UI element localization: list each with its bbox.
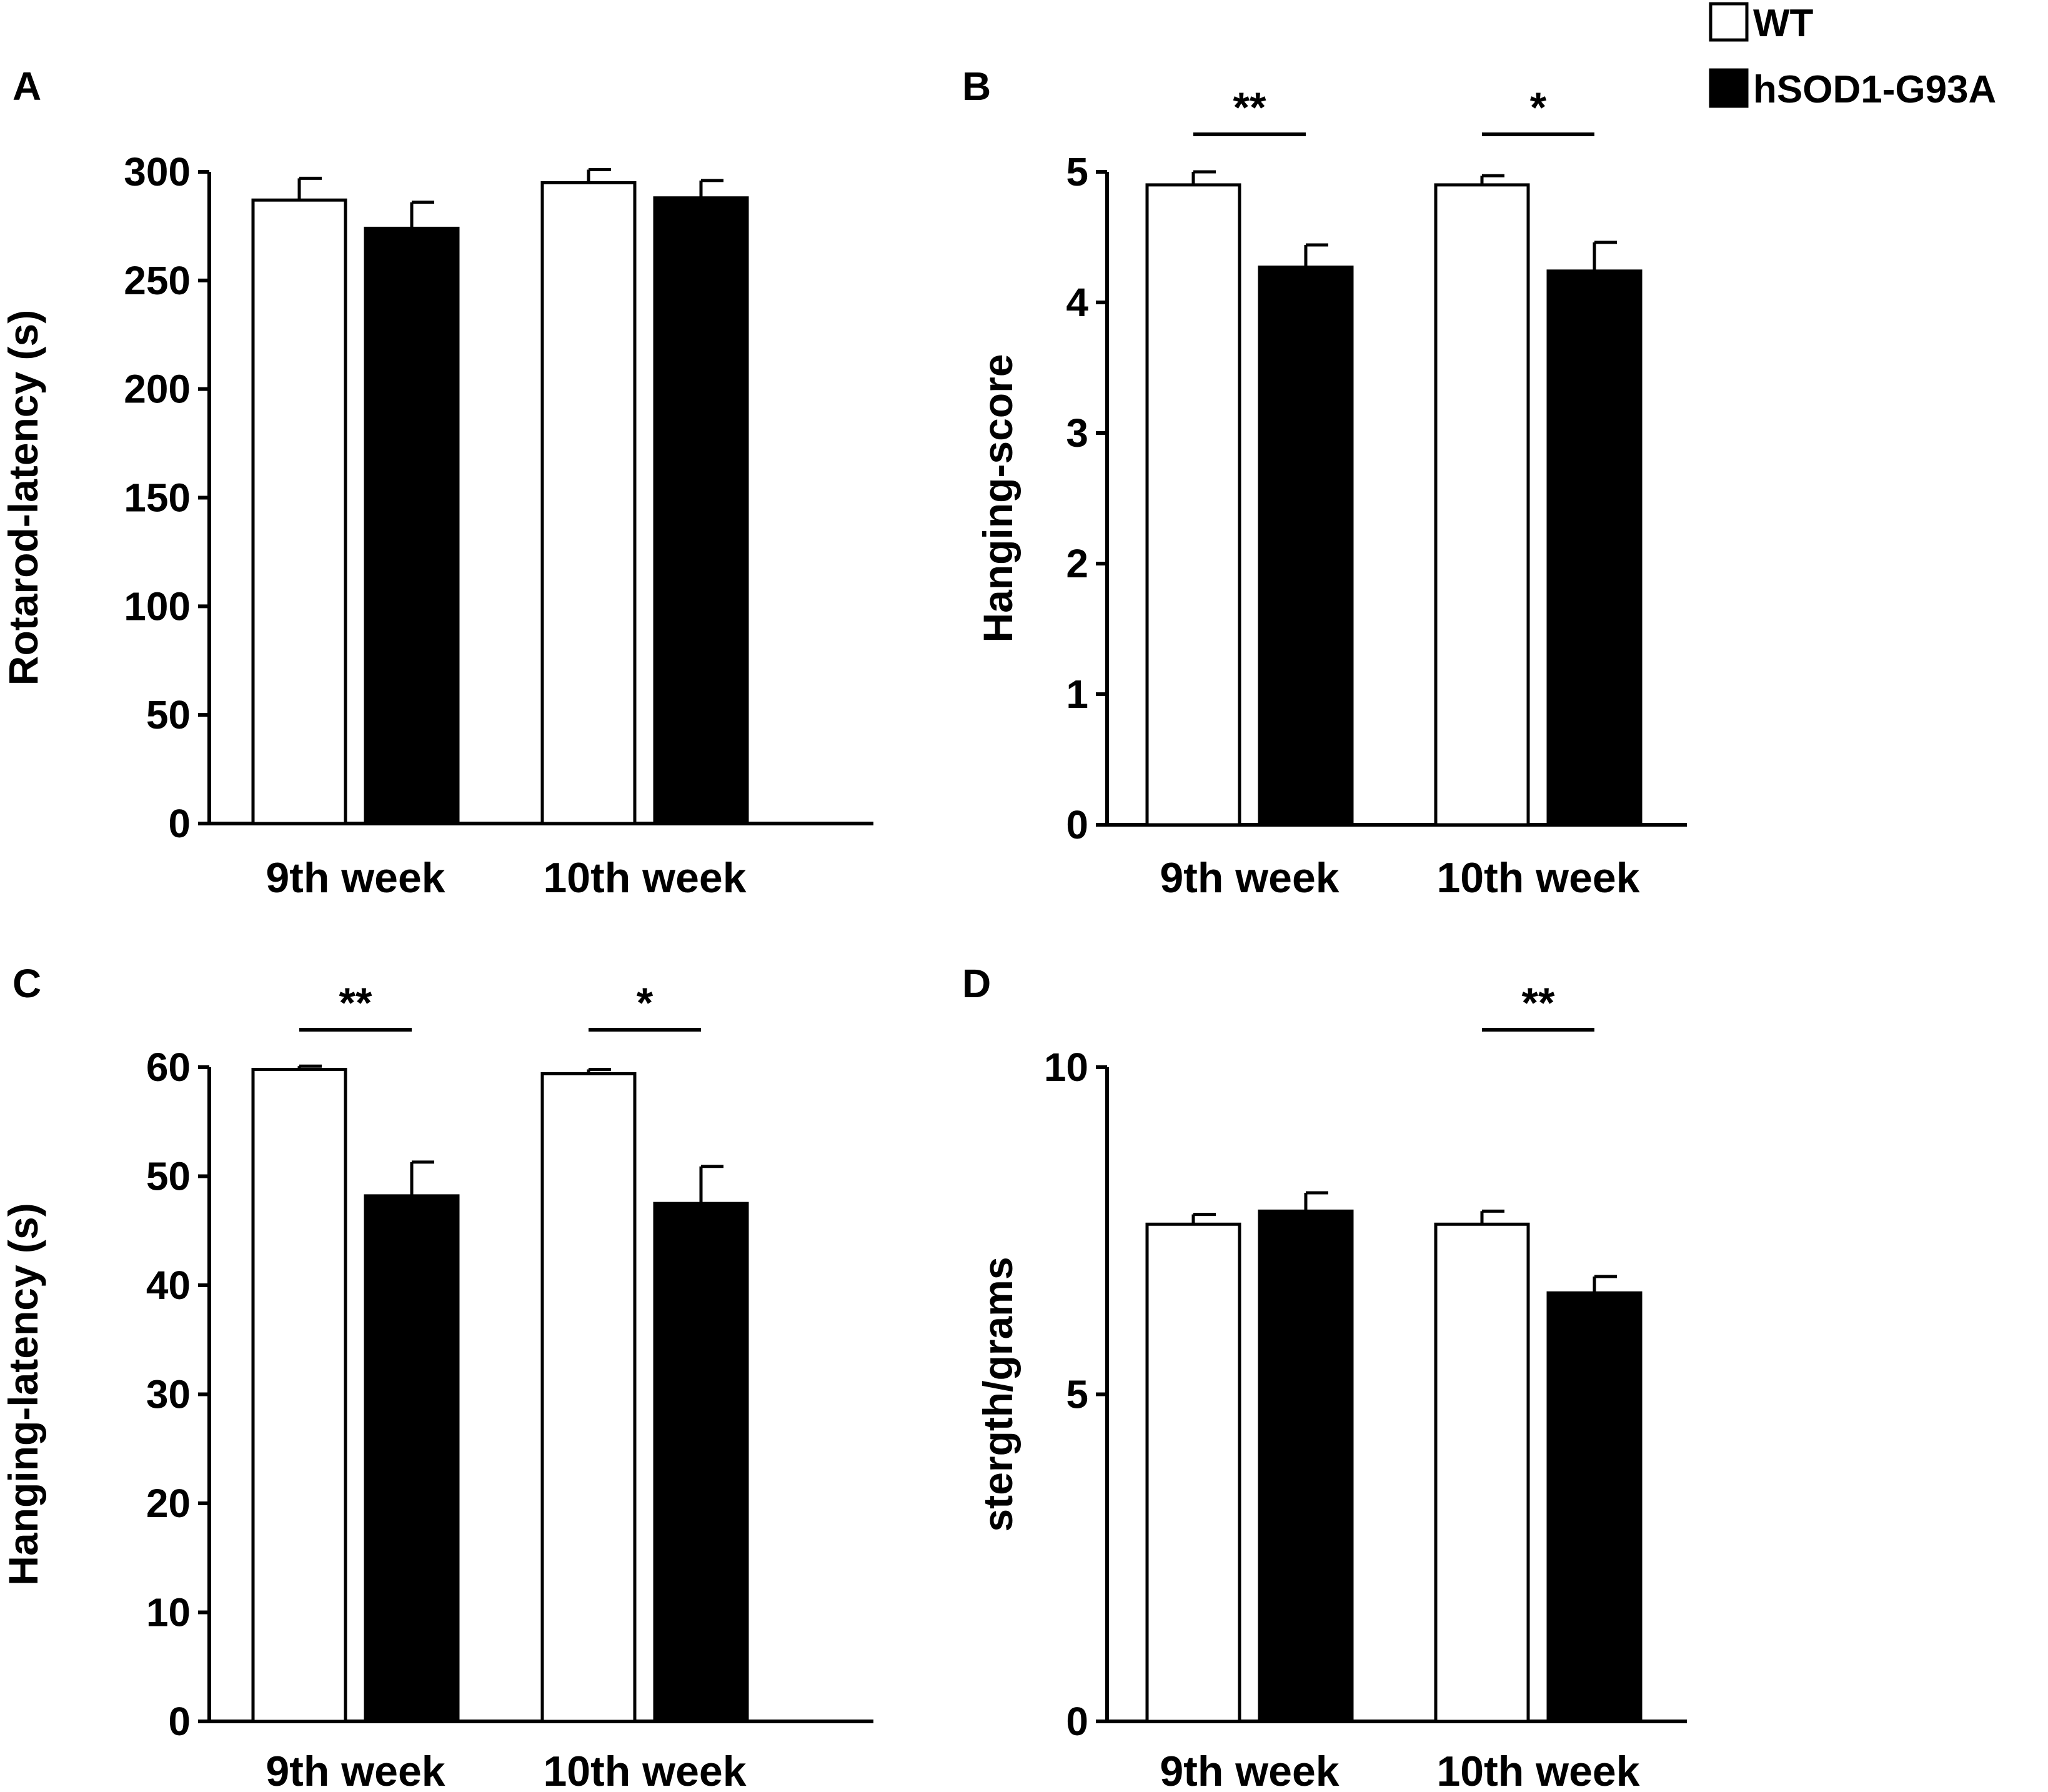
bar-hsod1 [1258, 1209, 1354, 1723]
y-tick-label: 30 [146, 1372, 191, 1417]
y-tick-label: 100 [124, 584, 191, 629]
bar-hsod1 [1546, 269, 1643, 827]
y-tick-label: 10 [1044, 1045, 1088, 1090]
bar-wt [1434, 183, 1530, 827]
x-category-label: 9th week [266, 854, 445, 902]
y-tick-label: 50 [146, 1154, 191, 1199]
panel-letter: A [12, 64, 41, 109]
x-category-label: 10th week [543, 1748, 746, 1792]
panel-d: D 0 5 10 stergth/grams 9th week 10th week ** [962, 961, 1687, 1792]
y-tick-label: 300 [124, 149, 191, 194]
bar-hsod1 [1258, 266, 1354, 827]
y-tick-label: 60 [146, 1045, 191, 1090]
x-category-label: 10th week [1436, 1748, 1639, 1792]
y-tick-label: 5 [1066, 149, 1088, 194]
y-tick-label: 50 [146, 692, 191, 737]
x-category-label: 10th week [543, 854, 746, 902]
y-tick-label: 10 [146, 1590, 191, 1635]
y-axis-title: Hanging-latency (s) [0, 1203, 46, 1585]
panel-letter: C [12, 961, 41, 1006]
y-tick-label: 250 [124, 258, 191, 303]
panel-c: C 0 10 20 30 40 50 60 Hanging-latency (s) 9th wee… [0, 961, 873, 1792]
x-category-label: 9th week [1160, 1748, 1339, 1792]
y-axis-title: Hanging-score [975, 354, 1021, 642]
bar-wt [540, 181, 637, 825]
bar-hsod1 [653, 1202, 749, 1723]
bar-hsod1 [364, 1194, 460, 1723]
bar-hsod1 [1546, 1291, 1643, 1723]
legend-swatch-hsod1 [1709, 68, 1749, 108]
significance-label: * [1530, 84, 1547, 131]
y-tick-label: 3 [1066, 411, 1088, 455]
significance-label: ** [1522, 979, 1555, 1027]
y-tick-label: 0 [168, 801, 191, 846]
bar-wt [1145, 183, 1241, 827]
y-tick-label: 150 [124, 475, 191, 520]
legend-swatch-wt [1709, 2, 1749, 42]
legend-label-wt: WT [1753, 2, 1814, 45]
bar-hsod1 [653, 196, 749, 825]
bar-wt [251, 198, 347, 825]
bar-wt [251, 1067, 347, 1723]
panel-letter: D [962, 961, 991, 1006]
panel-a: A 0 50 100 150 200 250 300 Rotarod-latency (s) 9t… [0, 64, 873, 902]
significance-label: * [637, 979, 654, 1027]
y-tick-label: 2 [1066, 541, 1088, 586]
y-tick-label: 0 [1066, 802, 1088, 847]
y-axis-title: stergth/grams [975, 1257, 1021, 1531]
significance-label: ** [1233, 84, 1266, 131]
y-tick-label: 200 [124, 367, 191, 412]
y-tick-label: 0 [168, 1699, 191, 1744]
panel-letter: B [962, 64, 991, 109]
bar-wt [1145, 1222, 1241, 1723]
bar-hsod1 [364, 226, 460, 825]
significance-label: ** [339, 979, 372, 1027]
x-category-label: 9th week [1160, 854, 1339, 902]
y-tick-label: 20 [146, 1481, 191, 1526]
x-category-label: 10th week [1436, 854, 1639, 902]
y-axis-title: Rotarod-latency (s) [0, 310, 46, 685]
y-tick-label: 5 [1066, 1372, 1088, 1417]
legend-label-hsod1: hSOD1-G93A [1753, 68, 1996, 111]
bar-wt [540, 1072, 637, 1723]
y-tick-label: 1 [1066, 672, 1088, 717]
bar-wt [1434, 1222, 1530, 1723]
y-tick-label: 40 [146, 1263, 191, 1308]
y-tick-label: 4 [1066, 280, 1088, 325]
legend: WT hSOD1-G93A [1709, 2, 1996, 111]
y-tick-label: 0 [1066, 1699, 1088, 1744]
x-category-label: 9th week [266, 1748, 445, 1792]
